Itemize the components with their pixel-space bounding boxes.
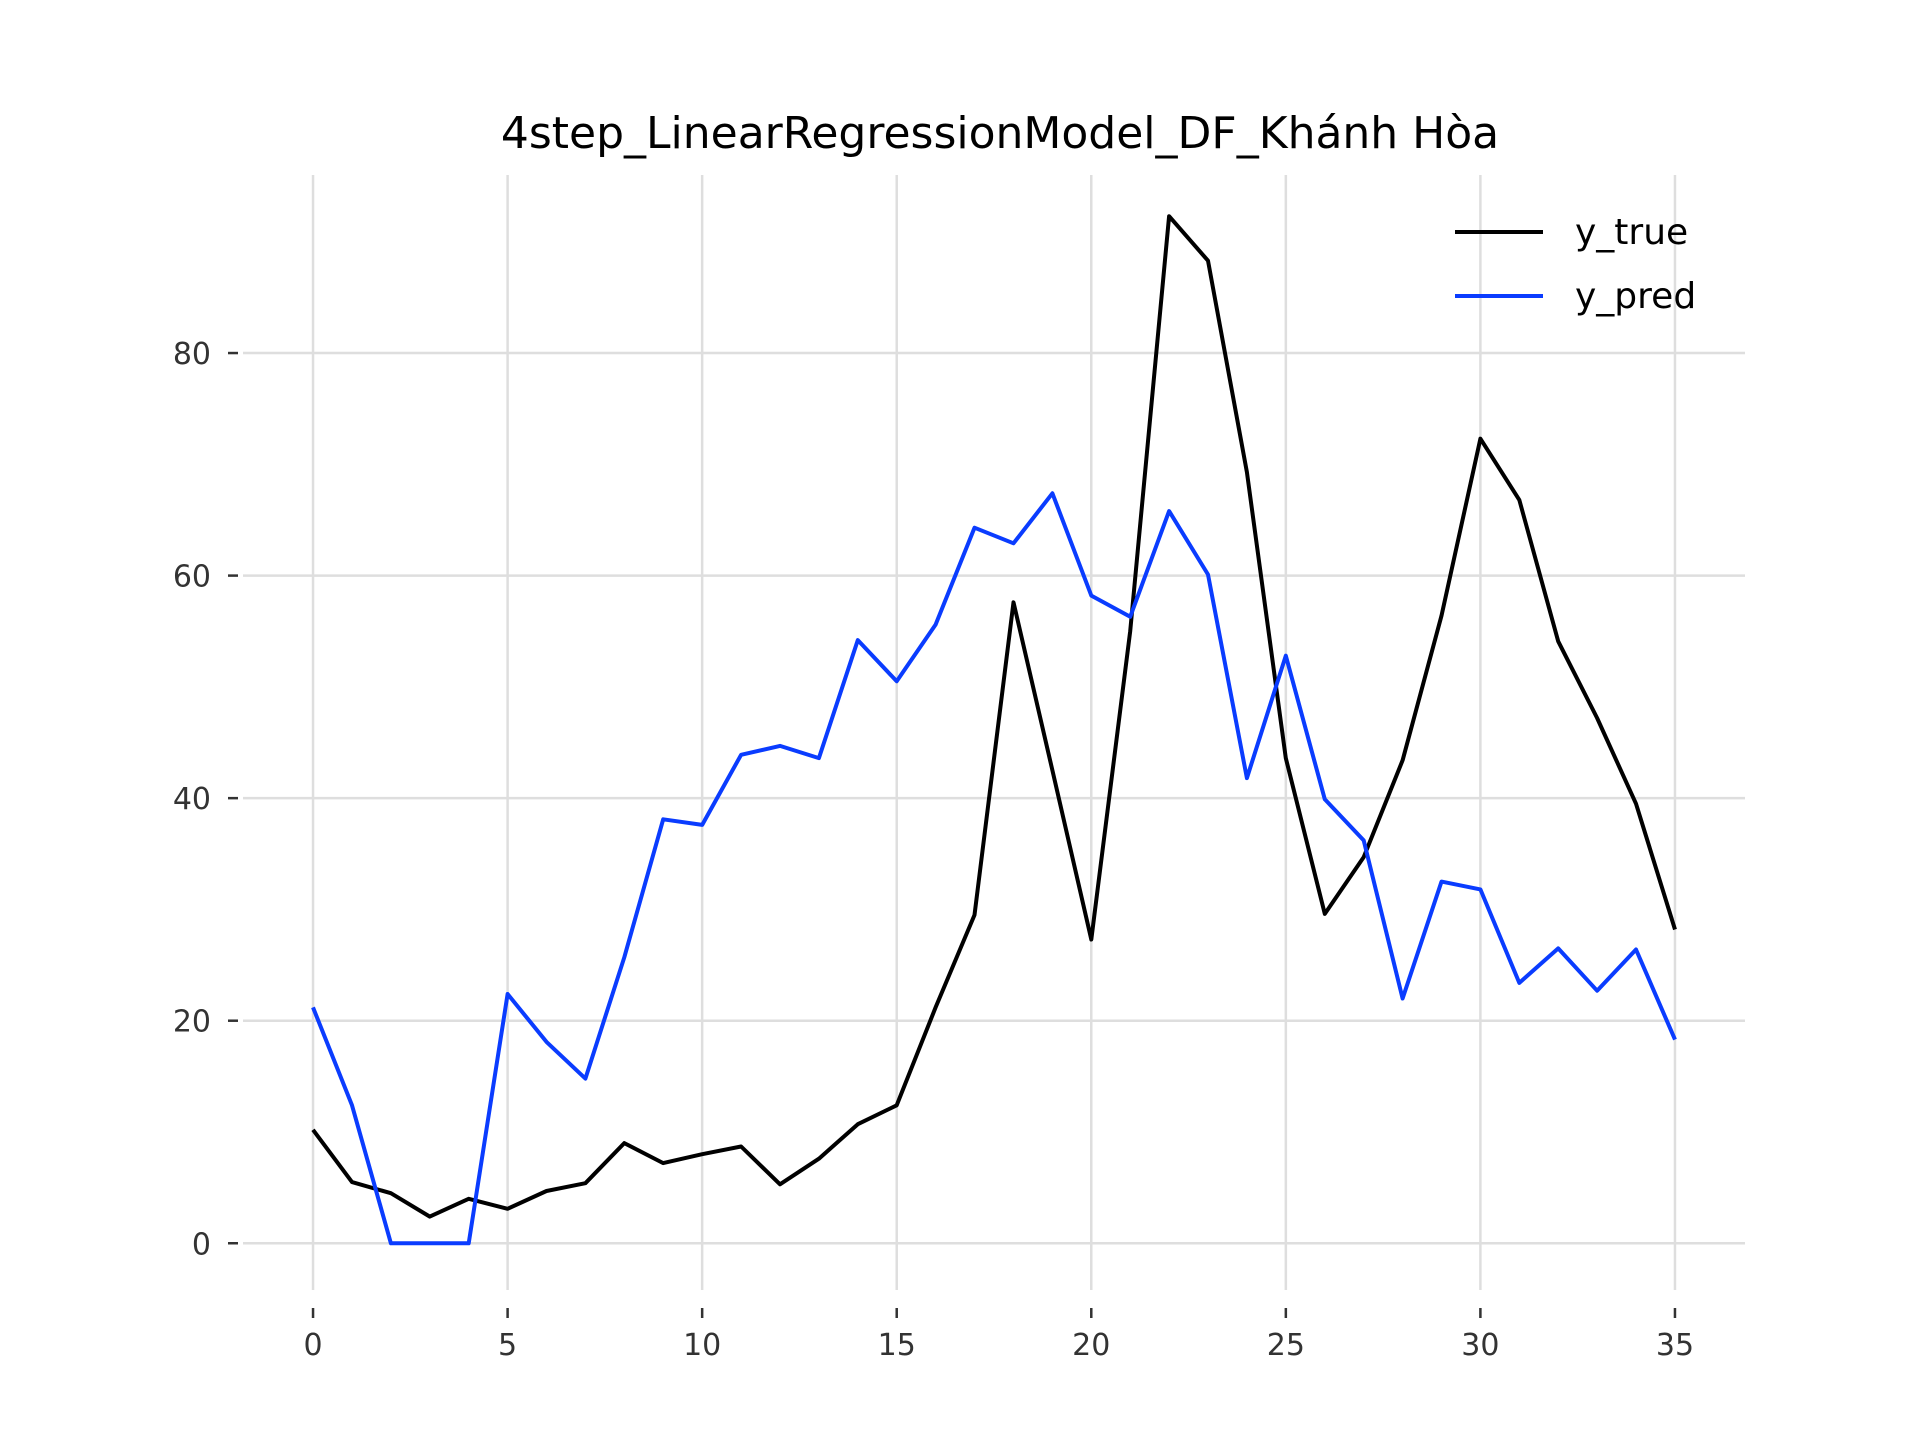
- x-tick-label: 0: [303, 1328, 322, 1363]
- grid-lines: [243, 175, 1745, 1290]
- chart-title: 4step_LinearRegressionModel_DF_Khánh Hòa: [501, 108, 1499, 159]
- legend-label-y-pred: y_pred: [1575, 276, 1696, 317]
- series-line-y-true: [311, 214, 1677, 1219]
- series-lines: [311, 214, 1677, 1246]
- y-tick-label: 40: [173, 782, 211, 817]
- axes: 0 5 10 15 20 25 30 35 0 20 40 60 80: [173, 337, 1694, 1363]
- x-tick-label: 10: [683, 1328, 721, 1363]
- y-tick-label: 20: [173, 1005, 211, 1040]
- legend: y_true y_pred: [1455, 212, 1696, 317]
- x-tick-label: 5: [498, 1328, 517, 1363]
- y-tick-label: 0: [192, 1227, 211, 1262]
- series-line-y-pred: [311, 491, 1677, 1246]
- legend-label-y-true: y_true: [1575, 212, 1688, 253]
- x-tick-label: 25: [1267, 1328, 1305, 1363]
- x-tick-label: 35: [1656, 1328, 1694, 1363]
- y-tick-label: 80: [173, 337, 211, 372]
- x-tick-label: 15: [878, 1328, 916, 1363]
- x-tick-label: 30: [1461, 1328, 1499, 1363]
- y-tick-label: 60: [173, 560, 211, 595]
- x-tick-label: 20: [1072, 1328, 1110, 1363]
